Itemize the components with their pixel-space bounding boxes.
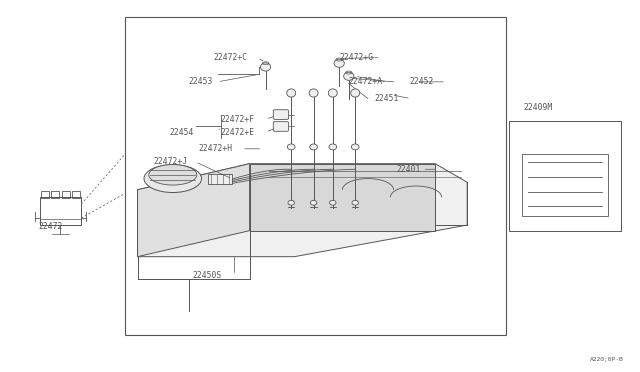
Text: 22472+C: 22472+C [213,53,247,62]
Text: 22472+E: 22472+E [221,128,255,137]
Text: 22401: 22401 [397,165,421,174]
Ellipse shape [351,144,359,150]
Text: 22472+A: 22472+A [349,77,383,86]
Text: 22453: 22453 [189,77,213,86]
Bar [125,17,506,335]
FancyBboxPatch shape [273,110,289,119]
Bar [40,197,81,225]
Ellipse shape [288,200,294,205]
Text: 22452: 22452 [410,77,434,86]
Bar [62,191,70,198]
Bar [509,121,621,231]
Ellipse shape [330,200,336,205]
Text: 22454: 22454 [170,128,194,137]
Text: 22450S: 22450S [192,271,221,280]
Bar [41,191,49,198]
Polygon shape [138,164,467,257]
Ellipse shape [287,144,295,150]
Ellipse shape [149,165,197,185]
Polygon shape [138,164,250,257]
Ellipse shape [334,59,344,67]
Bar [51,191,59,198]
Ellipse shape [310,200,317,205]
Polygon shape [250,164,435,231]
Text: A220;0P·B: A220;0P·B [590,357,624,362]
Ellipse shape [144,164,202,193]
Text: 22409M: 22409M [524,103,553,112]
Ellipse shape [287,89,296,97]
Bar [72,191,80,198]
Text: 22472: 22472 [38,222,63,231]
Bar [522,154,608,216]
Ellipse shape [344,72,354,80]
Ellipse shape [329,144,337,150]
Ellipse shape [309,89,318,97]
Text: 22472+F: 22472+F [221,115,255,124]
Ellipse shape [260,63,271,71]
Bar [208,174,232,184]
Ellipse shape [328,89,337,97]
Text: 22472+G: 22472+G [339,53,373,62]
Text: 22472+H: 22472+H [198,144,232,153]
Text: 22472+J: 22472+J [154,157,188,166]
Ellipse shape [351,89,360,97]
Text: 22451: 22451 [374,94,399,103]
Ellipse shape [352,200,358,205]
FancyBboxPatch shape [273,122,289,131]
Ellipse shape [310,144,317,150]
